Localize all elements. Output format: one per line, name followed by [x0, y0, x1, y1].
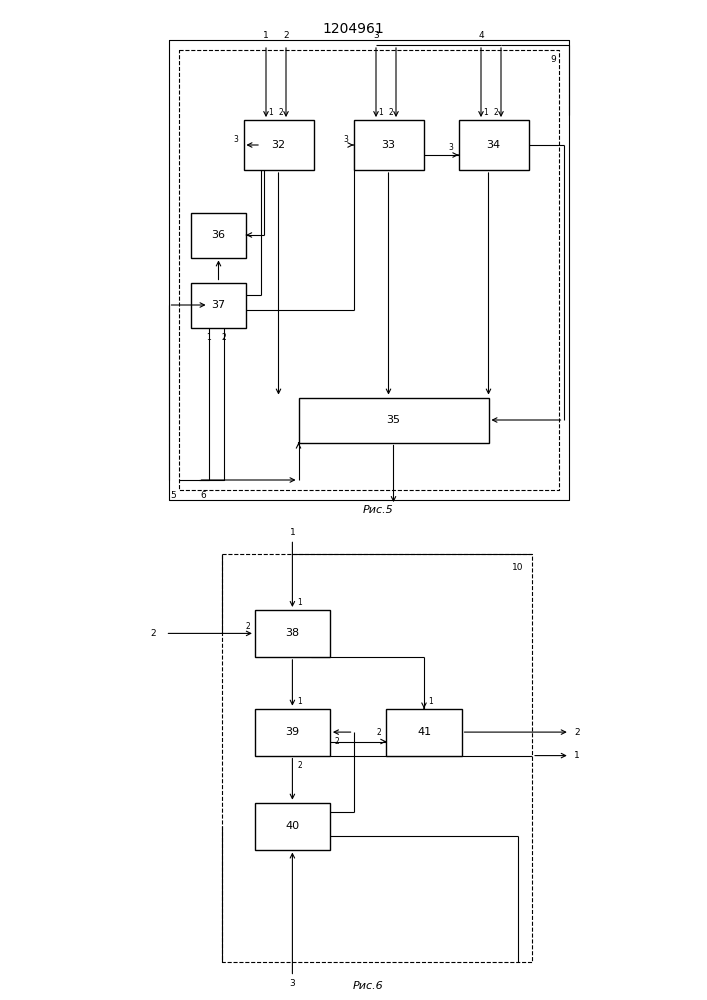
Text: 33: 33	[382, 140, 395, 150]
Text: 2: 2	[245, 622, 250, 631]
Text: 2: 2	[493, 108, 498, 117]
Text: 2: 2	[221, 333, 226, 342]
Text: 2: 2	[389, 108, 394, 117]
Bar	[298, 397, 489, 442]
Text: 38: 38	[286, 628, 300, 638]
Bar	[459, 120, 529, 170]
Text: 1: 1	[263, 30, 269, 39]
Text: 1: 1	[574, 751, 580, 760]
Bar	[191, 213, 246, 257]
Text: 1: 1	[269, 108, 273, 117]
Text: 1: 1	[206, 333, 211, 342]
Text: 3: 3	[233, 135, 238, 144]
Text: 2: 2	[574, 728, 580, 737]
Text: 1: 1	[297, 598, 302, 607]
Text: 10: 10	[513, 563, 524, 572]
Text: 41: 41	[417, 727, 431, 737]
Text: 3: 3	[373, 30, 379, 39]
Text: 2: 2	[377, 728, 382, 737]
Bar	[255, 709, 330, 756]
Bar	[255, 610, 330, 657]
Text: 9: 9	[551, 55, 556, 64]
Text: 1: 1	[484, 108, 489, 117]
Bar	[354, 120, 423, 170]
Text: 1: 1	[378, 108, 383, 117]
Text: 1: 1	[290, 528, 296, 537]
Bar	[191, 282, 246, 328]
Text: 1204961: 1204961	[322, 22, 385, 36]
Text: 2: 2	[279, 108, 284, 117]
Text: 6: 6	[201, 490, 206, 499]
Bar	[255, 803, 330, 850]
Text: 5: 5	[170, 490, 176, 499]
Text: 35: 35	[387, 415, 400, 425]
Text: 2: 2	[297, 760, 302, 770]
Text: 39: 39	[286, 727, 300, 737]
Text: 2: 2	[151, 629, 156, 638]
Text: 37: 37	[211, 300, 226, 310]
Text: 36: 36	[211, 230, 226, 240]
Text: 2: 2	[334, 737, 339, 746]
Text: 1: 1	[428, 697, 433, 706]
Text: 32: 32	[271, 140, 286, 150]
Text: Рис.6: Рис.6	[352, 981, 383, 991]
Text: Рис.5: Рис.5	[363, 505, 394, 515]
Text: 4: 4	[478, 30, 484, 39]
Bar	[243, 120, 313, 170]
Text: 3: 3	[290, 979, 296, 988]
Text: 2: 2	[284, 30, 289, 39]
Text: 1: 1	[297, 697, 302, 706]
Text: 3: 3	[449, 143, 453, 152]
Bar	[387, 709, 462, 756]
Text: 40: 40	[286, 821, 300, 831]
Text: 3: 3	[344, 135, 349, 144]
Text: 34: 34	[486, 140, 501, 150]
